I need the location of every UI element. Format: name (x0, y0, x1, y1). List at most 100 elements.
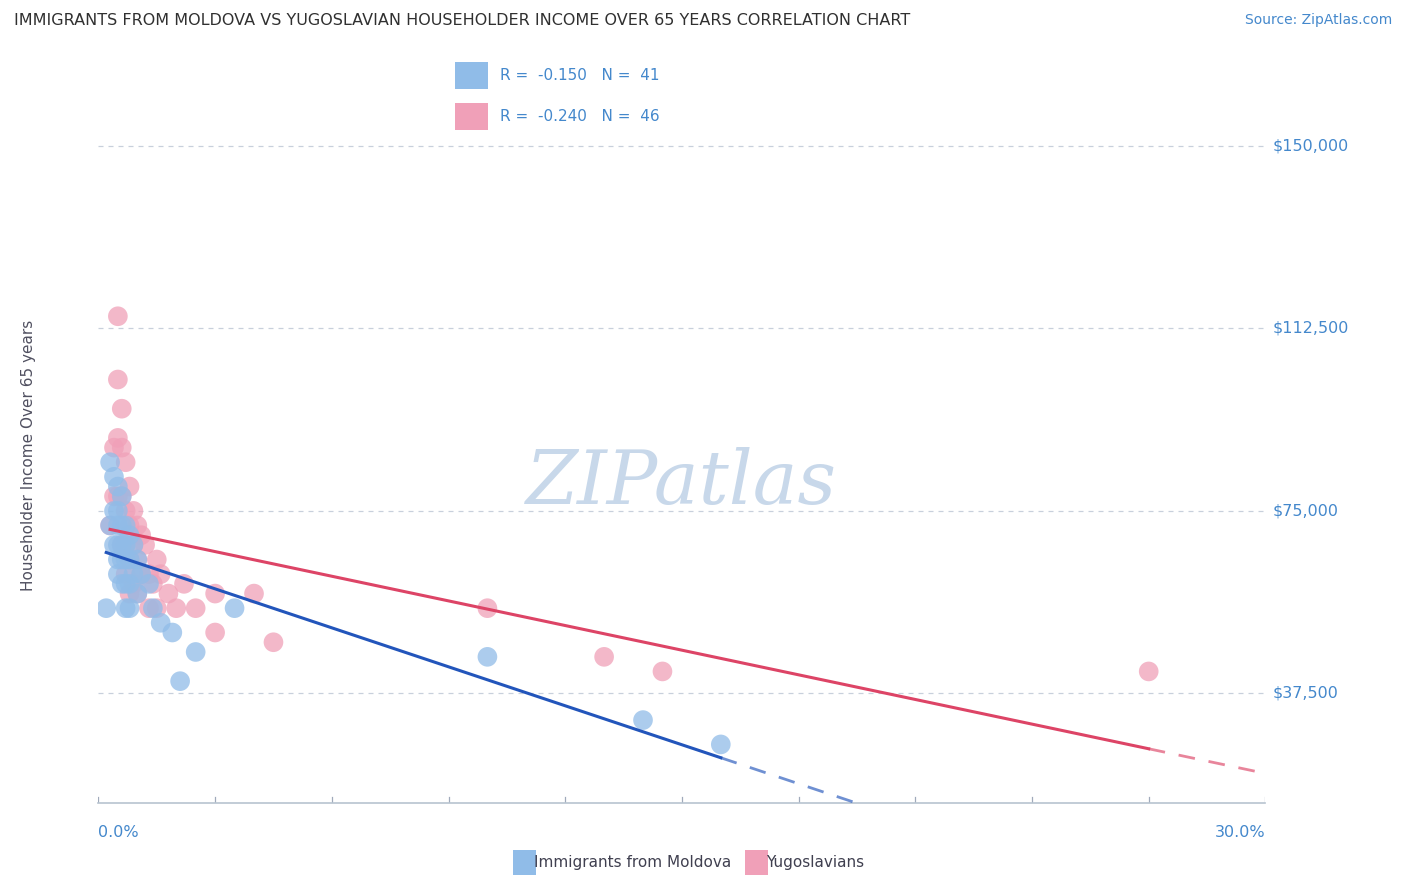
Point (118, 586, 141, 600)
Text: IMMIGRANTS FROM MOLDOVA VS YUGOSLAVIAN HOUSEHOLDER INCOME OVER 65 YEARS CORRELAT: IMMIGRANTS FROM MOLDOVA VS YUGOSLAVIAN H… (14, 13, 910, 29)
Point (127, 518, 149, 533)
Point (114, 552, 136, 566)
Text: $75,000: $75,000 (1272, 503, 1339, 518)
Point (98, 455, 121, 469)
Point (107, 479, 129, 493)
Point (103, 538, 125, 552)
Point (107, 431, 129, 445)
Point (114, 567, 136, 582)
Point (146, 552, 169, 566)
Point (149, 567, 172, 582)
Point (111, 538, 134, 552)
Text: R =  -0.240   N =  46: R = -0.240 N = 46 (501, 109, 659, 124)
Point (169, 674, 191, 689)
Point (142, 601, 165, 615)
Text: $37,500: $37,500 (1272, 686, 1339, 701)
Point (98, 518, 121, 533)
Point (149, 615, 172, 630)
Point (129, 567, 152, 582)
Point (103, 489, 125, 503)
Point (118, 528, 141, 542)
Point (107, 518, 129, 533)
Point (111, 441, 134, 455)
Point (129, 567, 152, 582)
Point (129, 528, 152, 542)
Point (114, 504, 136, 518)
Point (127, 552, 149, 566)
Text: Source: ZipAtlas.com: Source: ZipAtlas.com (1244, 13, 1392, 28)
Point (114, 455, 136, 469)
Text: Immigrants from Moldova: Immigrants from Moldova (534, 855, 731, 870)
Point (111, 401, 134, 416)
Point (165, 601, 187, 615)
Point (122, 538, 145, 552)
Point (122, 538, 145, 552)
Text: Yugoslavians: Yugoslavians (766, 855, 865, 870)
Point (107, 567, 129, 582)
Point (118, 601, 141, 615)
Point (107, 489, 129, 503)
Point (204, 625, 226, 640)
Point (107, 310, 129, 324)
Point (127, 552, 149, 566)
Point (114, 538, 136, 552)
Point (111, 489, 134, 503)
Point (96, 601, 118, 615)
Point (173, 577, 195, 591)
Point (107, 538, 129, 552)
Point (122, 504, 145, 518)
Point (98, 518, 121, 533)
Point (138, 577, 160, 591)
Point (122, 567, 145, 582)
Point (138, 567, 160, 582)
Point (262, 635, 284, 649)
Point (118, 552, 141, 566)
Point (142, 577, 165, 591)
Point (114, 538, 136, 552)
Point (224, 601, 246, 615)
Point (184, 601, 207, 615)
Point (710, 738, 733, 752)
Point (111, 518, 134, 533)
Point (651, 665, 673, 679)
Point (477, 601, 499, 615)
Point (184, 645, 207, 659)
Point (122, 577, 145, 591)
Point (114, 601, 136, 615)
Text: 0.0%: 0.0% (98, 825, 139, 840)
Point (107, 504, 129, 518)
Point (103, 470, 125, 484)
Point (127, 586, 149, 600)
Point (103, 504, 125, 518)
Point (127, 586, 149, 600)
Point (118, 518, 141, 533)
Point (111, 552, 134, 566)
Point (146, 601, 169, 615)
Point (157, 586, 180, 600)
Text: $150,000: $150,000 (1272, 138, 1348, 153)
Point (1137, 665, 1160, 679)
Text: 30.0%: 30.0% (1215, 825, 1265, 840)
Point (103, 441, 125, 455)
Point (138, 601, 160, 615)
Point (111, 489, 134, 503)
Text: $112,500: $112,500 (1272, 321, 1348, 336)
Point (134, 538, 156, 552)
Point (118, 479, 141, 493)
Point (111, 577, 134, 591)
Point (118, 577, 141, 591)
Point (162, 625, 184, 640)
Point (631, 713, 654, 727)
Point (107, 552, 129, 566)
Point (111, 538, 134, 552)
Point (107, 372, 129, 386)
Point (118, 552, 141, 566)
Text: Householder Income Over 65 years: Householder Income Over 65 years (21, 319, 35, 591)
Text: R =  -0.150   N =  41: R = -0.150 N = 41 (501, 68, 659, 83)
Point (204, 586, 226, 600)
Point (114, 518, 136, 533)
Point (114, 577, 136, 591)
Point (593, 649, 616, 664)
Text: ZIPatlas: ZIPatlas (526, 447, 838, 519)
Bar (456, 103, 488, 130)
